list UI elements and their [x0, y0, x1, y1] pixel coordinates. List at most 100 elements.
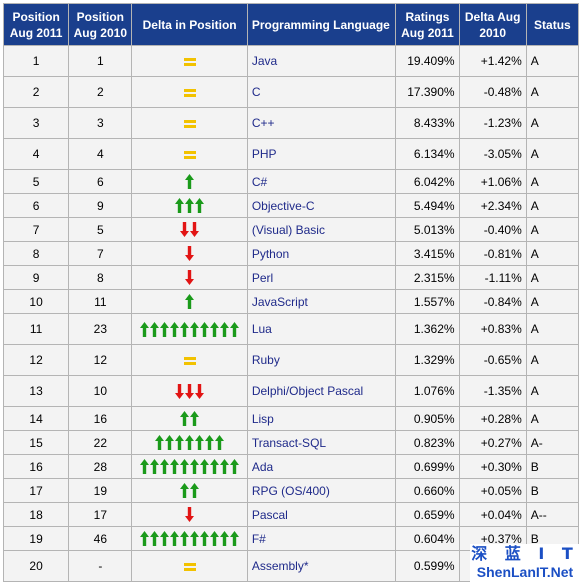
arrow-up-icon [230, 459, 240, 475]
arrow-down-icon [185, 507, 195, 523]
arrow-up-icon [200, 531, 210, 547]
watermark-title: 深 蓝 I T [471, 544, 579, 563]
language-link[interactable]: (Visual) Basic [247, 218, 396, 241]
arrow-up-icon [215, 435, 225, 451]
arrows-up-indicator [140, 321, 240, 337]
table-row: 15 22 Transact-SQL 0.823% +0.27% A- [4, 431, 578, 454]
arrow-up-icon [185, 174, 195, 190]
arrow-up-icon [220, 459, 230, 475]
delta-cell: +0.04% [459, 503, 526, 526]
delta-cell: -1.35% [459, 376, 526, 406]
language-link[interactable]: Lua [247, 314, 396, 344]
arrow-up-icon [155, 435, 165, 451]
position-2010-cell: 22 [69, 431, 132, 454]
arrows-up-indicator [155, 435, 225, 451]
arrow-down-icon [185, 246, 195, 262]
arrow-up-icon [180, 321, 190, 337]
delta-position-cell [132, 194, 247, 217]
language-link[interactable]: Perl [247, 266, 396, 289]
position-2011-cell: 6 [4, 194, 69, 217]
status-cell: A [526, 290, 578, 313]
position-2010-cell: 12 [69, 345, 132, 375]
arrow-up-icon [150, 531, 160, 547]
arrow-down-icon [175, 383, 185, 399]
position-2010-cell: 7 [69, 242, 132, 265]
arrow-up-icon [190, 459, 200, 475]
status-cell: A [526, 376, 578, 406]
language-link[interactable]: JavaScript [247, 290, 396, 313]
language-link[interactable]: PHP [247, 139, 396, 169]
language-link[interactable]: Ada [247, 455, 396, 478]
language-link[interactable]: Lisp [247, 407, 396, 430]
status-cell: B [526, 479, 578, 502]
ratings-cell: 0.699% [396, 455, 459, 478]
delta-cell: -0.48% [459, 77, 526, 107]
language-link[interactable]: Transact-SQL [247, 431, 396, 454]
language-link[interactable]: Python [247, 242, 396, 265]
status-cell: A [526, 407, 578, 430]
status-cell: A [526, 108, 578, 138]
arrow-up-icon [190, 531, 200, 547]
delta-cell: +0.28% [459, 407, 526, 430]
arrow-down-icon [190, 222, 200, 238]
table-row: 9 8 Perl 2.315% -1.11% A [4, 266, 578, 289]
language-link[interactable]: F# [247, 527, 396, 550]
ratings-cell: 5.494% [396, 194, 459, 217]
arrow-up-icon [200, 459, 210, 475]
delta-cell: +1.06% [459, 170, 526, 193]
position-2011-cell: 5 [4, 170, 69, 193]
header-delta-position: Delta in Position [132, 4, 247, 45]
arrows-down-indicator [175, 383, 205, 399]
arrows-down-indicator [185, 246, 195, 262]
arrow-up-icon [220, 321, 230, 337]
language-link[interactable]: Assembly* [247, 551, 396, 581]
status-cell: A-- [526, 503, 578, 526]
status-cell: A- [526, 431, 578, 454]
arrow-up-icon [175, 435, 185, 451]
arrow-up-icon [230, 321, 240, 337]
status-cell: A [526, 314, 578, 344]
arrow-up-icon [150, 459, 160, 475]
ratings-cell: 3.415% [396, 242, 459, 265]
language-link[interactable]: C++ [247, 108, 396, 138]
delta-position-cell [132, 314, 247, 344]
arrow-up-icon [190, 321, 200, 337]
arrow-up-icon [230, 531, 240, 547]
equals-icon [183, 150, 196, 159]
position-2010-cell: 28 [69, 455, 132, 478]
delta-cell: -1.11% [459, 266, 526, 289]
language-link[interactable]: Objective-C [247, 194, 396, 217]
arrow-up-icon [170, 531, 180, 547]
language-link[interactable]: Ruby [247, 345, 396, 375]
arrow-up-icon [195, 435, 205, 451]
ratings-cell: 1.076% [396, 376, 459, 406]
equals-icon [183, 119, 196, 128]
status-cell: A [526, 77, 578, 107]
ratings-cell: 5.013% [396, 218, 459, 241]
delta-position-cell [132, 139, 247, 169]
position-2011-cell: 18 [4, 503, 69, 526]
language-link[interactable]: C# [247, 170, 396, 193]
arrow-up-icon [165, 435, 175, 451]
table-body: 1 1 Java 19.409% +1.42% A 2 2 C 17.390% -0.48% A 3 3 C… [4, 46, 578, 581]
position-2010-cell: 23 [69, 314, 132, 344]
delta-position-cell [132, 170, 247, 193]
arrows-down-indicator [185, 270, 195, 286]
arrow-up-icon [140, 459, 150, 475]
language-link[interactable]: C [247, 77, 396, 107]
ratings-cell: 6.042% [396, 170, 459, 193]
ratings-cell: 1.362% [396, 314, 459, 344]
arrow-up-icon [210, 531, 220, 547]
position-2010-cell: 6 [69, 170, 132, 193]
language-link[interactable]: Java [247, 46, 396, 76]
language-link[interactable]: RPG (OS/400) [247, 479, 396, 502]
status-cell: A [526, 194, 578, 217]
arrow-up-icon [150, 321, 160, 337]
arrow-up-icon [180, 531, 190, 547]
position-2010-cell: 16 [69, 407, 132, 430]
ratings-cell: 2.315% [396, 266, 459, 289]
language-link[interactable]: Pascal [247, 503, 396, 526]
ratings-cell: 1.329% [396, 345, 459, 375]
language-link[interactable]: Delphi/Object Pascal [247, 376, 396, 406]
